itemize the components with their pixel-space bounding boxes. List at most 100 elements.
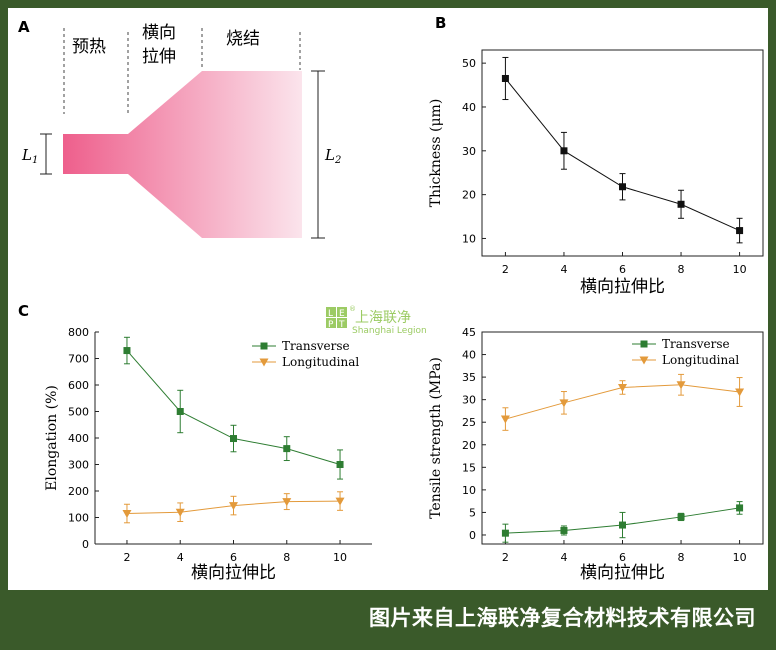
data-point-square	[501, 74, 509, 82]
y-tick-label: 0	[82, 538, 89, 551]
x-tick-label: 6	[619, 551, 626, 564]
x-axis-label: 横向拉伸比	[191, 563, 276, 583]
data-point-triangle	[282, 498, 292, 507]
logo-letter-e: E	[339, 309, 345, 319]
y-tick-label: 15	[462, 461, 476, 474]
panel-label-a: A	[18, 18, 30, 36]
data-point-square	[736, 227, 744, 235]
chart-elongation: 0 100 200 300 400 500 600 700 800 2 4 6 8 10 横向拉伸比 Elon…	[44, 326, 372, 583]
y-tick-label: 10	[462, 232, 476, 245]
y-tick-label: 10	[462, 484, 476, 497]
y-tick-label: 30	[462, 394, 476, 407]
logo-registered-mark: ®	[349, 305, 356, 313]
panel-a-schematic: A 预热 横向 拉伸 烧结 L1 L2	[18, 18, 341, 239]
x-tick-label: 2	[502, 263, 509, 276]
y-tick-label: 50	[462, 57, 476, 70]
legend-marker-triangle	[259, 358, 269, 367]
y-tick-label: 20	[462, 189, 476, 202]
y-axis-label: Thickness (μm)	[428, 99, 444, 208]
data-point-square	[501, 529, 509, 537]
data-point-triangle	[500, 415, 510, 424]
x-tick-label: 10	[733, 263, 747, 276]
y-tick-label: 40	[462, 101, 476, 114]
data-point-square	[619, 183, 626, 191]
logo-company-name: 上海联净	[355, 310, 411, 326]
logo-cell-3	[326, 318, 336, 328]
legend-label: Transverse	[662, 337, 730, 351]
y-tick-label: 600	[68, 379, 89, 392]
data-point-square	[736, 504, 744, 512]
y-tick-label: 400	[68, 432, 89, 445]
data-point-triangle	[676, 381, 686, 390]
x-tick-label: 10	[733, 551, 747, 564]
data-point-triangle	[122, 510, 132, 519]
data-point-square	[123, 347, 131, 355]
data-point-square	[560, 147, 568, 155]
x-tick-label: 2	[502, 551, 509, 564]
data-point-triangle	[229, 502, 238, 511]
y-tick-label: 0	[469, 529, 476, 542]
data-point-triangle	[559, 399, 569, 408]
x-tick-label: 10	[333, 551, 347, 564]
data-point-square	[230, 435, 237, 443]
legend-marker-square	[260, 342, 268, 350]
chart-tensile-strength: 0 5 10 15 20 25 30 35 40 45 2 4 6 8 10 横向拉伸比 Tensile str…	[428, 326, 764, 583]
y-tick-label: 5	[469, 506, 476, 519]
logo-cell-4	[337, 318, 347, 328]
y-tick-label: 300	[68, 459, 89, 472]
x-tick-label: 6	[619, 263, 626, 276]
x-tick-label: 4	[560, 263, 567, 276]
x-axis-label: 横向拉伸比	[580, 563, 665, 583]
logo-letter-p: P	[328, 320, 334, 330]
y-axis-label: Tensile strength (MPa)	[428, 357, 444, 519]
x-axis-label: 横向拉伸比	[580, 277, 665, 297]
x-tick-label: 8	[678, 551, 685, 564]
y-tick-label: 100	[68, 512, 89, 525]
panel-label-c: C	[18, 302, 29, 320]
x-tick-label: 6	[230, 551, 237, 564]
data-point-square	[336, 461, 344, 468]
legend-marker-triangle	[639, 356, 649, 365]
logo-cell-2	[337, 307, 347, 317]
legend-label: Longitudinal	[282, 355, 359, 369]
figure-panel: A 预热 横向 拉伸 烧结 L1 L2 10 20 30 40 50 2 4	[8, 8, 768, 590]
logo-cell-1	[326, 307, 336, 317]
panel-label-b: B	[435, 14, 446, 32]
chart-thickness: 10 20 30 40 50 2 4 6 8 10 横向拉伸比 Thickness (μm)	[428, 49, 764, 297]
data-point-triangle	[735, 388, 745, 397]
data-point-triangle	[618, 383, 627, 392]
data-point-square	[677, 200, 685, 208]
y-axis-label: Elongation (%)	[44, 385, 60, 491]
logo-letter-l: L	[328, 309, 333, 319]
stage-label-sinter: 烧结	[226, 29, 260, 49]
x-tick-label: 8	[283, 551, 290, 564]
plot-frame	[481, 49, 764, 257]
y-tick-label: 25	[462, 416, 476, 429]
y-tick-label: 800	[68, 326, 89, 339]
footer-caption: 图片来自上海联净复合材料技术有限公司	[369, 606, 756, 630]
legend-label: Longitudinal	[662, 353, 739, 367]
data-point-square	[283, 445, 291, 453]
logo-letter-t: T	[338, 320, 345, 330]
stage-label-stretch-line2: 拉伸	[142, 47, 176, 67]
y-tick-label: 30	[462, 145, 476, 158]
y-tick-label: 500	[68, 406, 89, 419]
y-tick-label: 20	[462, 439, 476, 452]
x-tick-label: 8	[678, 263, 685, 276]
legend-label: Transverse	[282, 339, 350, 353]
series-line-0	[505, 78, 740, 232]
data-point-triangle	[335, 497, 345, 506]
y-tick-label: 40	[462, 349, 476, 362]
legend-marker-square	[640, 340, 648, 348]
film-shape	[63, 71, 302, 238]
x-tick-label: 4	[177, 551, 184, 564]
y-tick-label: 35	[462, 371, 476, 384]
stage-label-stretch-line1: 横向	[142, 23, 176, 43]
y-tick-label: 200	[68, 485, 89, 498]
y-tick-label: 700	[68, 353, 89, 366]
watermark-logo: L E P T ® 上海联净 Shanghai Legion	[326, 305, 427, 336]
l1-label: L1	[21, 146, 38, 166]
y-tick-label: 45	[462, 326, 476, 339]
data-point-triangle	[175, 508, 185, 517]
